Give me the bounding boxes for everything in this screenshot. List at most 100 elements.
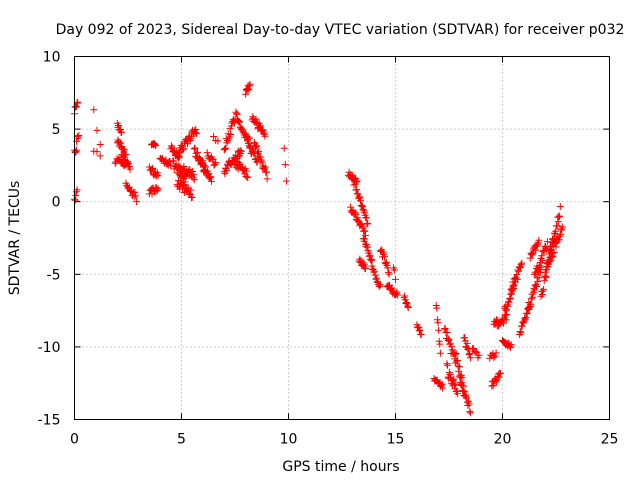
data-point (243, 167, 251, 175)
data-point (492, 349, 500, 357)
data-point (434, 319, 442, 327)
data-point (133, 198, 141, 206)
data-point (245, 86, 253, 94)
y-axis-label: SDTVAR / TECUs (7, 181, 23, 296)
data-point (359, 205, 367, 213)
data-point (460, 382, 467, 390)
data-point (531, 282, 539, 290)
plot-frame (74, 56, 610, 420)
data-point (455, 363, 463, 371)
data-point (464, 402, 472, 409)
data-point (151, 140, 159, 148)
data-point (450, 375, 458, 383)
data-point (523, 309, 530, 317)
data-point (466, 408, 474, 416)
data-point (258, 126, 266, 134)
data-point (453, 357, 461, 365)
data-point (222, 144, 230, 152)
data-point (437, 381, 445, 389)
axis-ticks: 0 5 10 15 20 25 -15 -10 -5 0 5 10 (38, 50, 619, 448)
data-point (448, 343, 456, 351)
data-point (466, 350, 474, 357)
data-point (151, 141, 159, 149)
data-point (505, 298, 513, 306)
data-point (121, 146, 128, 154)
data-point (252, 143, 259, 151)
data-point (526, 254, 534, 262)
data-point (93, 148, 101, 156)
data-point (531, 286, 539, 294)
data-point (351, 209, 359, 217)
data-point (210, 133, 218, 140)
data-point (245, 82, 253, 90)
data-point (131, 188, 139, 196)
data-point (381, 253, 388, 261)
data-point (211, 160, 219, 168)
data-point (517, 260, 525, 268)
data-point (242, 90, 250, 98)
data-point (502, 316, 510, 324)
data-point (126, 165, 134, 173)
data-point (118, 128, 126, 136)
y-tick-label: 5 (52, 122, 61, 138)
data-point (538, 252, 546, 260)
data-point (227, 122, 235, 130)
data-point (132, 192, 140, 200)
data-point (536, 262, 544, 270)
data-point (454, 362, 462, 370)
data-point (235, 118, 243, 126)
data-point (554, 213, 562, 221)
data-point (96, 141, 104, 148)
data-point (507, 341, 515, 349)
data-point (361, 235, 369, 243)
data-point (203, 149, 211, 157)
data-point (415, 327, 423, 335)
data-point (543, 238, 551, 246)
data-point (506, 342, 514, 350)
data-point (237, 147, 245, 155)
data-point (354, 214, 362, 222)
data-point (362, 264, 369, 272)
data-point (252, 142, 260, 150)
data-point (461, 388, 469, 396)
data-point (556, 203, 564, 210)
data-point (495, 373, 503, 381)
data-point (443, 360, 451, 368)
data-point (455, 367, 463, 375)
data-point (538, 256, 546, 264)
data-point (556, 212, 564, 220)
data-point (212, 159, 220, 167)
data-point (223, 167, 231, 175)
data-point (439, 384, 447, 392)
data-point (187, 186, 195, 194)
data-point (190, 176, 198, 184)
data-point (441, 325, 449, 332)
data-point (260, 129, 268, 137)
data-point (263, 168, 270, 176)
data-point (115, 122, 122, 129)
data-point (153, 169, 161, 177)
data-point (533, 282, 540, 290)
data-point (377, 281, 384, 289)
data-point (388, 284, 396, 292)
data-point (120, 153, 128, 161)
data-point (356, 194, 364, 202)
data-point (74, 98, 82, 106)
data-point (368, 262, 376, 270)
data-point (246, 144, 254, 152)
data-point (367, 257, 375, 265)
data-point (355, 193, 363, 201)
x-tick-label: 10 (280, 432, 298, 448)
data-point (390, 266, 398, 274)
data-point (547, 256, 555, 264)
data-point (527, 295, 535, 303)
data-point (371, 268, 379, 276)
data-point (436, 349, 444, 357)
data-point (446, 371, 454, 378)
x-tick-label: 20 (494, 432, 512, 448)
data-point (261, 163, 269, 171)
data-point (75, 132, 83, 139)
data-point (190, 170, 198, 178)
